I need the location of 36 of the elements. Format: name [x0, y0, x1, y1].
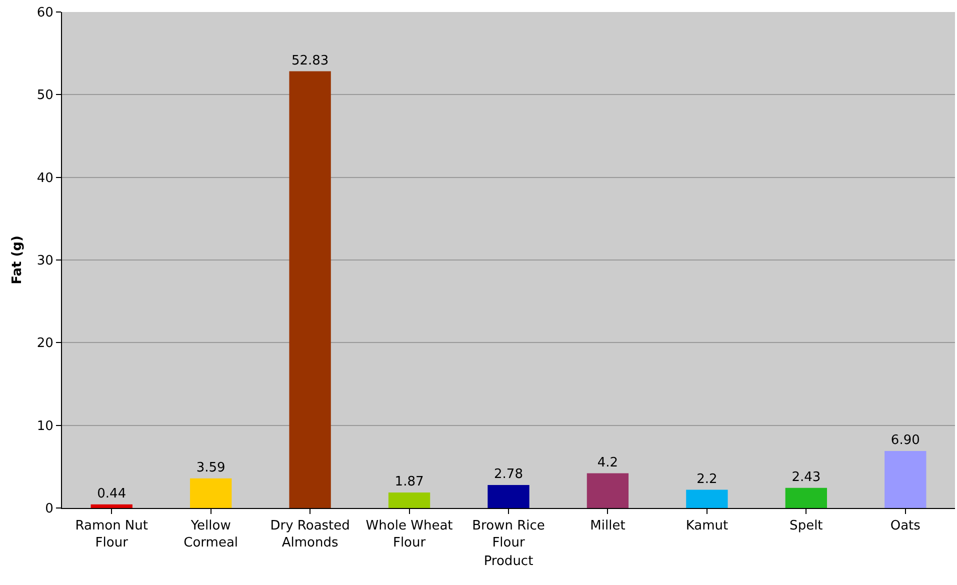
x-axis-title: Product [484, 554, 534, 570]
data-label: 3.59 [196, 460, 226, 476]
x-tick-label: Spelt [790, 518, 823, 534]
y-tick-label: 20 [36, 336, 54, 352]
bar [488, 485, 530, 508]
bar [686, 490, 728, 508]
x-tick-label: Oats [890, 518, 921, 534]
bar [884, 450, 926, 508]
data-label: 2.2 [696, 472, 718, 487]
data-label: 52.83 [291, 53, 329, 68]
x-tick-label: Brown Rice Flour [472, 518, 545, 550]
data-label: 2.43 [792, 470, 821, 485]
x-tick-label: Yellow Cormeal [184, 518, 238, 550]
data-label: 4.2 [597, 455, 618, 470]
x-tick-label: Dry Roasted Almonds [270, 518, 350, 550]
bar [388, 492, 430, 508]
x-tick-label: Ramon Nut Flour [75, 518, 148, 550]
data-label: 6.90 [890, 432, 920, 448]
y-tick-label: 60 [36, 6, 54, 21]
bar [785, 488, 827, 508]
x-tick-label: Whole Wheat Flour [366, 518, 453, 550]
y-tick-label: 30 [36, 254, 54, 269]
y-tick-label: 50 [36, 88, 54, 104]
y-tick-label: 40 [36, 170, 54, 186]
data-label: 2.78 [494, 467, 523, 482]
y-tick-label: 0 [45, 502, 54, 517]
bar [289, 71, 331, 508]
bar [586, 473, 629, 508]
y-axis-title: Fat (g) [10, 236, 25, 284]
bar [90, 504, 132, 508]
data-label: 1.87 [394, 474, 424, 490]
x-tick-label: Millet [590, 518, 626, 534]
bar [190, 478, 232, 508]
data-label: 0.44 [97, 486, 126, 502]
x-tick-label: Kamut [686, 518, 728, 534]
y-tick-label: 10 [36, 418, 54, 434]
